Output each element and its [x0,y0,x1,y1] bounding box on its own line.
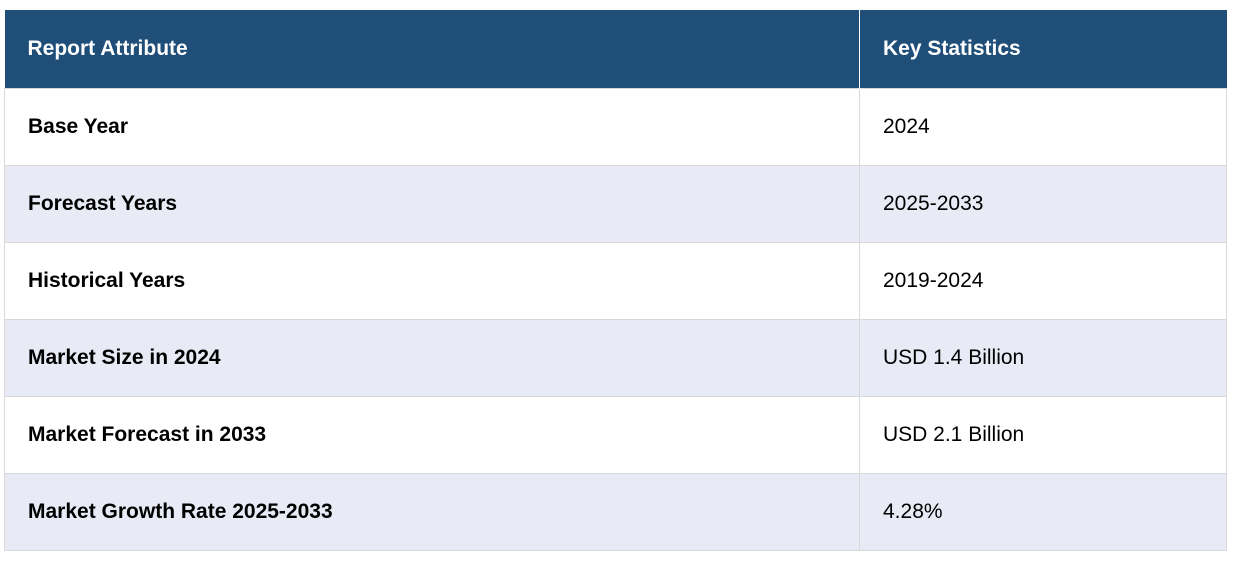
value-cell: USD 2.1 Billion [859,395,1227,474]
report-statistics-table: Report Attribute Key Statistics Base Yea… [4,10,1227,551]
table-row: Forecast Years 2025-2033 [4,164,1227,243]
table-row: Market Size in 2024 USD 1.4 Billion [4,318,1227,397]
table-row: Base Year 2024 [4,87,1227,166]
table-header: Report Attribute Key Statistics [4,10,1227,88]
attribute-cell: Market Growth Rate 2025-2033 [4,472,860,551]
table-row: Market Forecast in 2033 USD 2.1 Billion [4,395,1227,474]
table-row: Historical Years 2019-2024 [4,241,1227,320]
report-statistics-table-container: Report Attribute Key Statistics Base Yea… [4,10,1227,551]
header-key-statistics: Key Statistics [859,10,1227,88]
value-cell: 2019-2024 [859,241,1227,320]
attribute-cell: Market Forecast in 2033 [4,395,860,474]
value-cell: USD 1.4 Billion [859,318,1227,397]
attribute-cell: Market Size in 2024 [4,318,860,397]
header-row: Report Attribute Key Statistics [4,10,1227,88]
value-cell: 2024 [859,87,1227,166]
attribute-cell: Forecast Years [4,164,860,243]
attribute-cell: Historical Years [4,241,860,320]
value-cell: 2025-2033 [859,164,1227,243]
table-row: Market Growth Rate 2025-2033 4.28% [4,472,1227,551]
table-body: Base Year 2024 Forecast Years 2025-2033 … [4,87,1227,551]
value-cell: 4.28% [859,472,1227,551]
attribute-cell: Base Year [4,87,860,166]
header-report-attribute: Report Attribute [4,10,860,88]
